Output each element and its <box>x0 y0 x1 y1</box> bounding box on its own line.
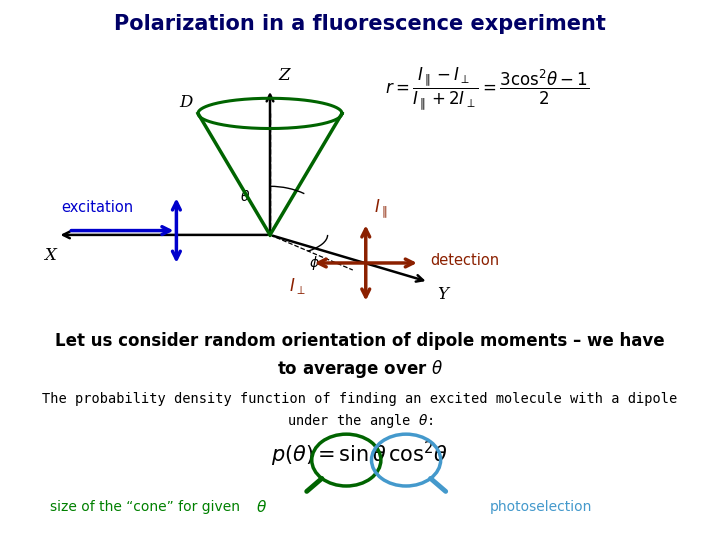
Text: Z: Z <box>279 67 290 84</box>
Text: $p(\theta) = \sin\theta\,\cos^2\!\theta$: $p(\theta) = \sin\theta\,\cos^2\!\theta$ <box>271 440 449 469</box>
Text: $\theta$: $\theta$ <box>240 188 250 204</box>
Text: Y: Y <box>437 286 448 303</box>
Text: $\phi$: $\phi$ <box>310 254 320 272</box>
Text: excitation: excitation <box>61 200 133 215</box>
Text: photoselection: photoselection <box>490 500 592 514</box>
Text: size of the “cone” for given: size of the “cone” for given <box>50 500 245 514</box>
Text: The probability density function of finding an excited molecule with a dipole
un: The probability density function of find… <box>42 392 678 430</box>
Text: detection: detection <box>431 253 500 268</box>
Text: D: D <box>179 94 192 111</box>
Text: Polarization in a fluorescence experiment: Polarization in a fluorescence experimen… <box>114 14 606 33</box>
Text: $I_{\parallel}$: $I_{\parallel}$ <box>374 197 388 220</box>
Text: $I_{\perp}$: $I_{\perp}$ <box>289 276 306 296</box>
Text: $\theta$: $\theta$ <box>256 500 266 516</box>
Text: X: X <box>45 247 56 264</box>
Text: $r = \dfrac{I_{\parallel} - I_{\perp}}{I_{\parallel} + 2I_{\perp}} = \dfrac{3\co: $r = \dfrac{I_{\parallel} - I_{\perp}}{I… <box>385 65 590 112</box>
Text: Let us consider random orientation of dipole moments – we have
to average over $: Let us consider random orientation of di… <box>55 332 665 380</box>
